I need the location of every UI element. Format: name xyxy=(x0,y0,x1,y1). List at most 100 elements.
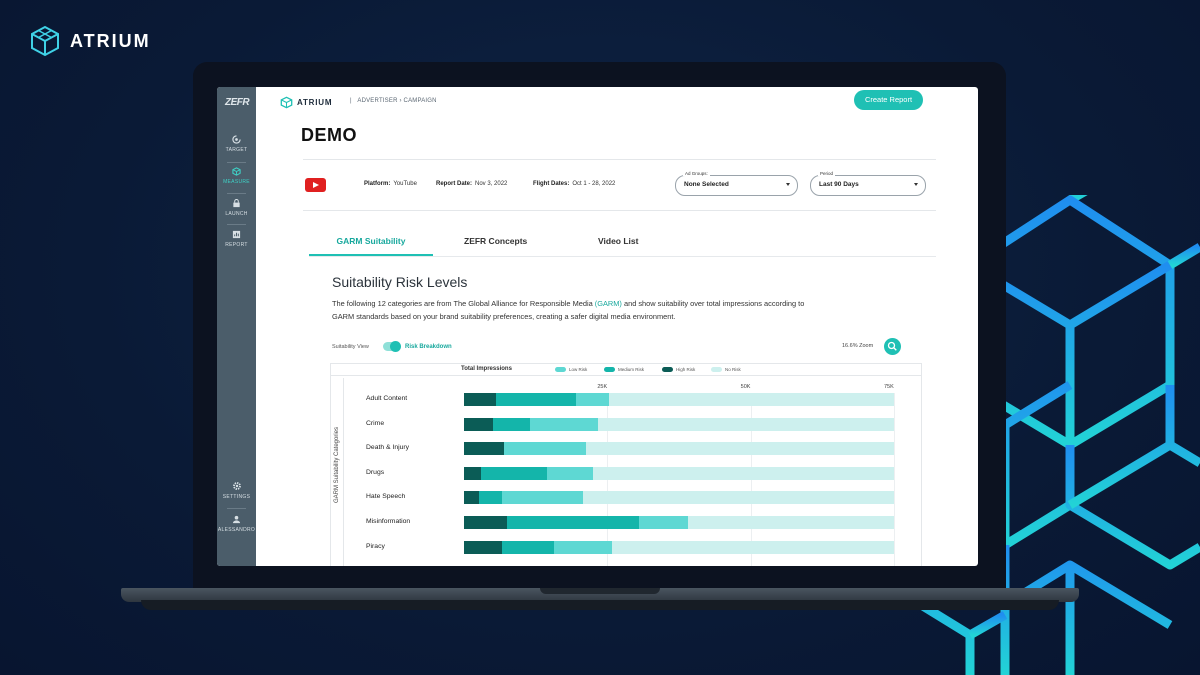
bar-medium-risk[interactable] xyxy=(479,491,503,505)
sidebar-divider xyxy=(227,508,246,509)
tab-zefr-concepts[interactable]: ZEFR Concepts xyxy=(464,236,528,246)
lock-icon xyxy=(233,199,240,208)
risk-breakdown-toggle[interactable] xyxy=(383,341,401,352)
app-screen: ZEFR TARGET MEASURE LAUNCH REPORT SETTIN… xyxy=(217,87,978,566)
category-label: Death & Injury xyxy=(366,444,410,452)
bar-medium-risk[interactable] xyxy=(502,540,554,554)
garm-link[interactable]: (GARM) xyxy=(594,299,622,308)
target-icon xyxy=(232,135,241,144)
chart-header: Total Impressions Low Risk Medium Risk H… xyxy=(331,364,921,376)
breadcrumb-text: ADVERTISER › CAMPAIGN xyxy=(357,98,437,104)
report-icon xyxy=(232,230,241,239)
measure-icon xyxy=(232,167,241,176)
sidebar-item-label: ALESSANDRO xyxy=(217,527,256,533)
create-report-button[interactable]: Create Report xyxy=(854,90,923,110)
legend-high-risk: High Risk xyxy=(662,367,695,372)
bar-medium-risk[interactable] xyxy=(492,417,530,431)
atrium-cube-icon xyxy=(280,96,293,109)
bar-high-risk[interactable] xyxy=(464,466,482,480)
bar-low-risk[interactable] xyxy=(575,393,610,406)
topbar-logo[interactable]: ATRIUM xyxy=(280,96,332,109)
bar-high-risk[interactable] xyxy=(464,417,493,431)
bar-no-risk[interactable] xyxy=(582,491,894,505)
divider xyxy=(303,159,936,160)
bar-no-risk[interactable] xyxy=(612,540,894,554)
bar-low-risk[interactable] xyxy=(554,540,613,554)
y-axis-label: GARM Suitability Categories xyxy=(334,426,341,504)
legend-swatch xyxy=(662,367,673,372)
legend-label: No Risk xyxy=(725,367,741,372)
description-text: and show suitability over total impressi… xyxy=(332,299,805,321)
legend-label: Medium Risk xyxy=(618,367,645,372)
period-label: Period xyxy=(818,171,836,176)
period-value: Last 90 Days xyxy=(819,181,859,188)
bar-no-risk[interactable] xyxy=(586,442,894,456)
zoom-level: 16.6% Zoom xyxy=(842,343,874,349)
bar-low-risk[interactable] xyxy=(547,466,593,480)
x-tick-label: 50K xyxy=(740,384,751,390)
bar-high-risk[interactable] xyxy=(464,540,503,554)
bar-low-risk[interactable] xyxy=(504,442,587,456)
page-title: DEMO xyxy=(301,125,357,145)
category-label: Misinformation xyxy=(366,518,411,525)
topbar-logo-text: ATRIUM xyxy=(297,98,333,107)
ad-groups-label: Ad Groups: xyxy=(683,171,710,176)
bar-high-risk[interactable] xyxy=(464,442,505,456)
bar-low-risk[interactable] xyxy=(529,417,598,431)
sidebar: ZEFR TARGET MEASURE LAUNCH REPORT SETTIN… xyxy=(217,87,256,566)
sidebar-divider xyxy=(227,162,246,163)
legend-no-risk: No Risk xyxy=(711,367,741,372)
bar-high-risk[interactable] xyxy=(464,393,496,406)
zoom-button[interactable] xyxy=(884,338,901,355)
report-date-value: Nov 3, 2022 xyxy=(475,181,508,187)
breadcrumb[interactable]: | ADVERTISER › CAMPAIGN xyxy=(350,98,437,104)
laptop-base xyxy=(121,588,1079,602)
bar-high-risk[interactable] xyxy=(464,516,507,529)
x-tick-label: 75K xyxy=(884,384,894,390)
active-tab-indicator xyxy=(309,254,433,256)
ad-groups-select[interactable]: Ad Groups: None Selected xyxy=(675,171,798,196)
bar-no-risk[interactable] xyxy=(687,516,894,529)
report-date-info: Report Date: Nov 3, 2022 xyxy=(436,181,507,187)
user-icon xyxy=(232,515,241,524)
legend-label: Low Risk xyxy=(569,367,588,372)
bar-medium-risk[interactable] xyxy=(481,466,548,480)
tab-video-list[interactable]: Video List xyxy=(598,236,639,246)
laptop-notch xyxy=(540,588,660,594)
bar-high-risk[interactable] xyxy=(464,491,480,505)
description-text: The following 12 categories are from The… xyxy=(332,299,593,308)
tab-garm-suitability[interactable]: GARM Suitability xyxy=(336,236,406,246)
flight-dates-value: Oct 1 - 28, 2022 xyxy=(572,181,616,187)
sidebar-item-settings[interactable]: SETTINGS xyxy=(217,481,256,500)
x-tick-label: 25K xyxy=(597,384,608,390)
sidebar-item-label: SETTINGS xyxy=(222,494,251,500)
flight-dates-info: Flight Dates: Oct 1 - 28, 2022 xyxy=(533,181,615,187)
chart-title: Total Impressions xyxy=(461,366,512,372)
legend-label: High Risk xyxy=(676,367,696,372)
laptop-foot xyxy=(141,600,1059,610)
bar-low-risk[interactable] xyxy=(502,491,583,505)
category-label: Adult Content xyxy=(366,395,408,402)
sidebar-item-label: REPORT xyxy=(225,242,248,248)
platform-label: Platform: xyxy=(364,181,391,187)
bar-no-risk[interactable] xyxy=(593,466,894,480)
sidebar-item-launch[interactable]: LAUNCH xyxy=(217,199,256,217)
report-date-label: Report Date: xyxy=(436,181,473,187)
platform-info: Platform: YouTube xyxy=(364,181,417,187)
period-select[interactable]: Period Last 90 Days xyxy=(810,171,926,196)
tab-bar: GARM Suitability ZEFR Concepts Video Lis… xyxy=(309,228,936,257)
bar-medium-risk[interactable] xyxy=(495,393,576,406)
legend-low-risk: Low Risk xyxy=(555,367,587,372)
bar-no-risk[interactable] xyxy=(609,393,894,406)
sidebar-item-report[interactable]: REPORT xyxy=(217,230,256,248)
section-description: The following 12 categories are from The… xyxy=(332,297,822,323)
bar-medium-risk[interactable] xyxy=(507,516,639,529)
sidebar-item-measure[interactable]: MEASURE xyxy=(217,167,256,185)
bar-low-risk[interactable] xyxy=(638,516,688,529)
legend-medium-risk: Medium Risk xyxy=(604,367,644,372)
sidebar-item-user[interactable]: ALESSANDRO xyxy=(217,515,256,533)
bar-no-risk[interactable] xyxy=(597,417,894,431)
chevron-down-icon xyxy=(786,183,790,186)
sidebar-item-target[interactable]: TARGET xyxy=(217,135,256,153)
youtube-icon xyxy=(305,178,326,192)
